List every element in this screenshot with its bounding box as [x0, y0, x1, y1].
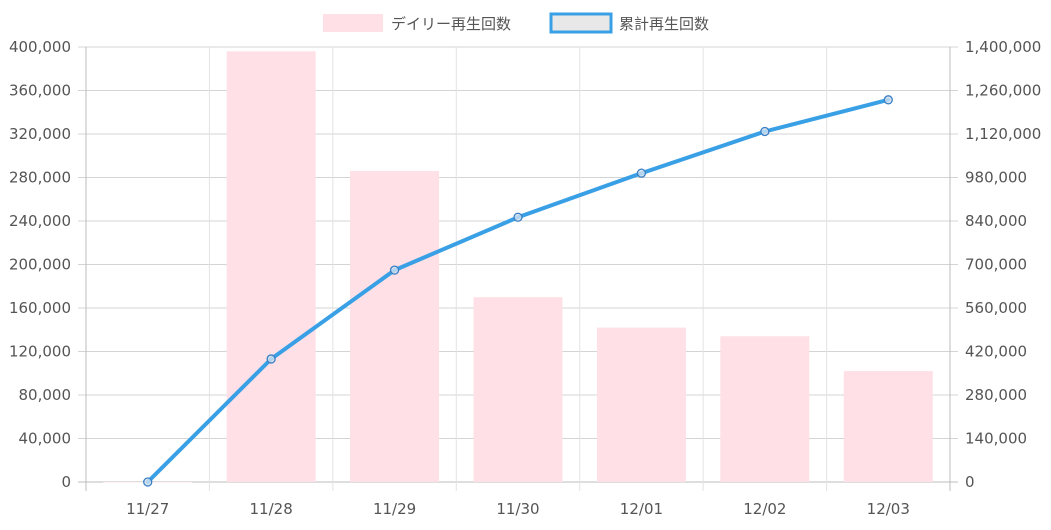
y-right-tick-label: 280,000 — [965, 386, 1027, 404]
bar-11/30 — [473, 297, 563, 482]
y-left-tick-label: 200,000 — [9, 256, 71, 274]
y-left-tick-label: 240,000 — [9, 212, 71, 230]
y-left-tick-label: 400,000 — [9, 38, 71, 56]
y-left-tick-label: 80,000 — [19, 386, 72, 404]
x-tick-label: 11/30 — [496, 500, 539, 518]
y-right-tick-label: 1,260,000 — [965, 82, 1041, 100]
legend: デイリー再生回数 累計再生回数 — [323, 12, 709, 34]
legend-label-daily-plays[interactable]: デイリー再生回数 — [391, 15, 511, 33]
legend-swatch-daily-plays[interactable] — [323, 14, 383, 32]
y-left-tick-label: 40,000 — [19, 430, 72, 448]
y-right-tick-label: 1,400,000 — [965, 38, 1041, 56]
y-right-tick-label: 980,000 — [965, 169, 1027, 187]
y-left-tick-label: 280,000 — [9, 169, 71, 187]
bar-12/03 — [843, 371, 933, 482]
legend-swatch-cumulative-plays[interactable] — [549, 12, 613, 34]
bar-12/02 — [720, 336, 810, 482]
axes: 0 40,000 80,000 120,000 160,000 200,000 240,00… — [9, 38, 1041, 518]
x-tick-label: 11/27 — [126, 500, 169, 518]
y-right-tick-label: 560,000 — [965, 299, 1027, 317]
x-tick-label: 12/01 — [620, 500, 663, 518]
y-right-tick-label: 420,000 — [965, 343, 1027, 361]
y-left-tick-label: 0 — [61, 473, 71, 491]
y-left-tick-label: 360,000 — [9, 82, 71, 100]
line-point-11/30 — [513, 212, 523, 222]
line-point-11/27 — [143, 477, 153, 487]
y-right-tick-label: 700,000 — [965, 256, 1027, 274]
y-right-tick-label: 0 — [965, 473, 975, 491]
line-point-12/01 — [636, 168, 647, 178]
y-right-tick-label: 1,120,000 — [965, 125, 1041, 143]
y-left-tick-label: 120,000 — [9, 343, 71, 361]
x-tick-label: 11/29 — [373, 500, 416, 518]
y-right-tick-label: 840,000 — [965, 212, 1027, 230]
bar-11/28 — [226, 51, 316, 482]
line-point-11/29 — [389, 265, 400, 275]
bar-12/01 — [596, 327, 686, 482]
bar-series — [103, 51, 933, 483]
line-point-12/02 — [760, 126, 770, 137]
x-tick-label: 12/03 — [867, 500, 910, 518]
x-tick-label: 12/02 — [743, 500, 786, 518]
y-left-tick-label: 160,000 — [9, 299, 71, 317]
line-point-11/28 — [266, 354, 276, 364]
y-right-tick-label: 140,000 — [965, 430, 1027, 448]
x-tick-label: 11/28 — [250, 500, 293, 518]
legend-label-cumulative-plays[interactable]: 累計再生回数 — [619, 15, 709, 33]
line-point-12/03 — [883, 95, 893, 105]
bar-11/29 — [350, 170, 440, 482]
line-series — [143, 95, 893, 487]
y-left-tick-label: 320,000 — [9, 125, 71, 143]
